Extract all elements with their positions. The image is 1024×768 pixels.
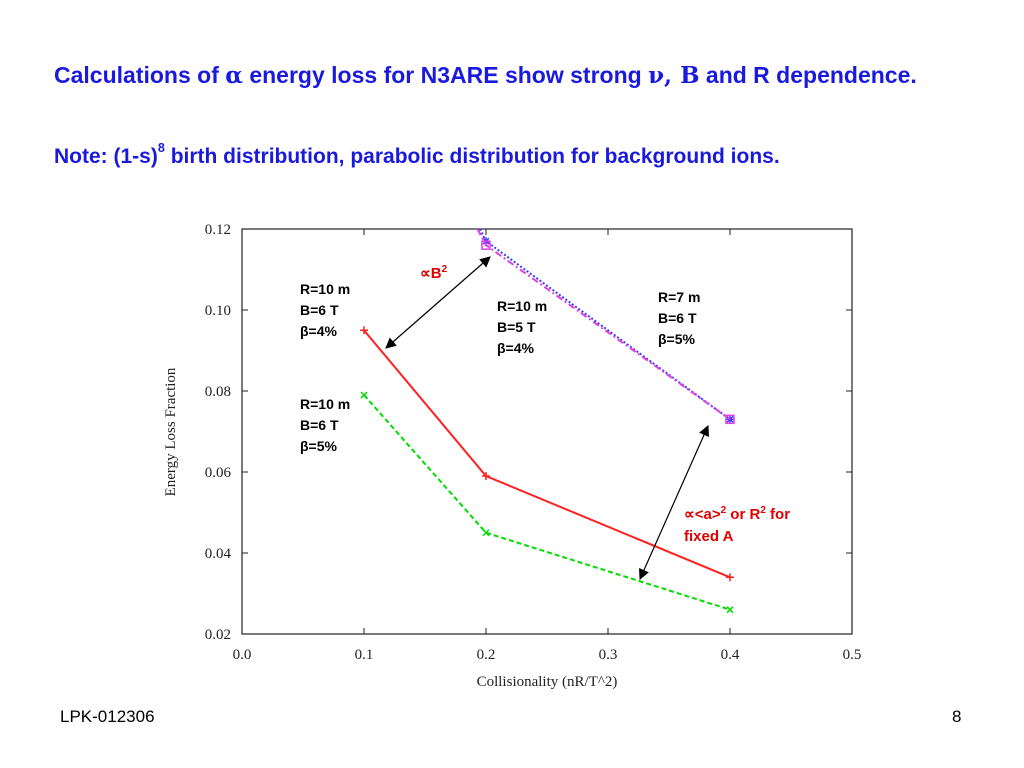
series-0-point <box>726 573 734 582</box>
y-tick-label: 0.06 <box>205 465 232 481</box>
x-tick-label: 0.3 <box>599 647 618 663</box>
y-tick-label: 0.08 <box>205 384 231 400</box>
series-1-point <box>726 606 734 614</box>
footer-id: LPK-012306 <box>60 707 155 726</box>
series-line-0 <box>363 329 731 579</box>
series-line-3 <box>476 228 731 421</box>
series-3-point <box>481 240 491 250</box>
slide-title: Calculations of α energy loss for N3ARE … <box>54 60 954 91</box>
title-text-1: Calculations of <box>54 62 226 88</box>
x-tick-label: 0.1 <box>355 647 374 663</box>
series-3-point <box>725 414 735 425</box>
series-0-point <box>360 326 368 335</box>
plot-frame <box>241 228 853 635</box>
annotation-r10-b6-b4: R=10 m B=6 T β=4% <box>300 281 354 339</box>
y-tick-label: 0.10 <box>205 303 231 319</box>
series-group <box>360 228 735 614</box>
title-text-3: and R dependence. <box>699 62 917 88</box>
x-tick-label: 0.2 <box>477 647 496 663</box>
series-line-1 <box>363 394 731 611</box>
annotation-r10-b6-b5: R=10 m B=6 T β=5% <box>300 396 354 454</box>
series-0-point <box>482 472 490 481</box>
y-axis-label: Energy Loss Fraction <box>163 367 179 496</box>
note-superscript: 8 <box>157 141 165 156</box>
title-text-2: energy loss for N3ARE show strong <box>242 62 649 88</box>
x-tick-label: 0.0 <box>233 647 252 663</box>
title-symbol-nu-beta: ν, Β <box>648 62 700 89</box>
annotation-r7-b6-b5: R=7 m B=6 T β=5% <box>658 289 704 347</box>
series-1-point <box>482 529 490 537</box>
title-symbol-alpha: α <box>225 62 243 89</box>
axes: 0.0 0.1 0.2 0.3 0.4 0.5 0.02 0.04 0.06 0.08 0.10 0.… <box>205 222 862 663</box>
a-scaling-arrow <box>639 425 709 580</box>
slide-note: Note: (1-s)8 birth distribution, parabol… <box>54 141 994 171</box>
y-tick-label: 0.12 <box>205 222 231 238</box>
x-axis-label: Collisionality (nR/T^2) <box>477 674 618 690</box>
series-1-point <box>360 391 368 399</box>
y-tick-label: 0.02 <box>205 627 231 643</box>
page-number: 8 <box>952 707 962 726</box>
x-tick-label: 0.4 <box>721 647 740 663</box>
x-tick-label: 0.5 <box>843 647 862 663</box>
note-text-2: birth distribution, parabolic distributi… <box>164 145 780 168</box>
y-tick-label: 0.04 <box>205 546 232 562</box>
b-scaling-arrow <box>385 256 491 349</box>
b-squared-scaling-label: ∝B2 <box>420 264 448 282</box>
annotation-r10-b5-b4: R=10 m B=5 T β=4% <box>497 298 551 356</box>
a-squared-scaling-label: ∝<a>2 or R2 for fixed A <box>684 505 794 545</box>
note-text-1: Note: (1-s) <box>54 145 158 168</box>
